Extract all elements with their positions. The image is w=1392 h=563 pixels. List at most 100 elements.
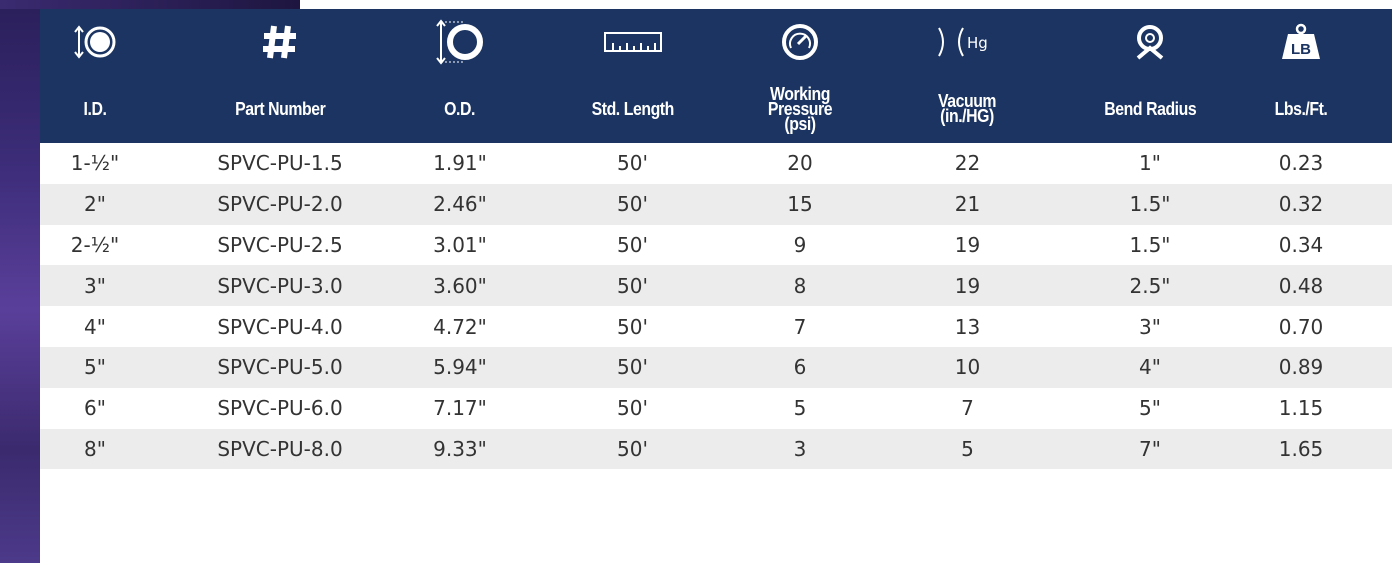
table-cell: SPVC-PU-3.0 — [150, 265, 410, 306]
table-cell: 50' — [510, 143, 755, 184]
column-header: I.D. — [40, 75, 150, 143]
table-cell: SPVC-PU-2.5 — [150, 225, 410, 266]
table-cell: 5" — [40, 347, 150, 388]
table-cell: 1.5" — [1090, 184, 1210, 225]
part-number-icon — [150, 9, 410, 75]
table-cell: 1.91" — [410, 143, 510, 184]
column-header: Bend Radius — [1090, 75, 1210, 143]
table-cell: 50' — [510, 225, 755, 266]
table-cell: 4.72" — [410, 306, 510, 347]
id-icon — [40, 9, 150, 75]
column-header-text: Vacuum (in./HG) — [938, 94, 996, 124]
table-cell: 3.01" — [410, 225, 510, 266]
table-cell: 2.46" — [410, 184, 510, 225]
table-cell: 9.33" — [410, 429, 510, 470]
column-header-text: O.D. — [445, 102, 476, 117]
table-cell: 1.15 — [1210, 388, 1392, 429]
table-cell: 3" — [40, 265, 150, 306]
table-cell: SPVC-PU-4.0 — [150, 306, 410, 347]
table-cell: SPVC-PU-1.5 — [150, 143, 410, 184]
column-header: Vacuum (in./HG) — [845, 75, 1090, 143]
column-header-text: I.D. — [84, 102, 107, 117]
table-cell: 4" — [40, 306, 150, 347]
table-cell: SPVC-PU-6.0 — [150, 388, 410, 429]
background-image — [0, 0, 40, 563]
table-cell: SPVC-PU-2.0 — [150, 184, 410, 225]
table-cell: 10 — [845, 347, 1090, 388]
table-cell: 6 — [755, 347, 845, 388]
table-cell: 7 — [845, 388, 1090, 429]
header-row: I.D. Part Number O.D. Std. Length Working Pr… — [40, 75, 1392, 143]
column-header-text: Working Pressure (psi) — [760, 87, 839, 132]
icon-row: Hg LB — [40, 9, 1392, 75]
table-cell: 7 — [755, 306, 845, 347]
pressure-icon — [755, 9, 845, 75]
table-cell: 2" — [40, 184, 150, 225]
table-cell: 50' — [510, 265, 755, 306]
table-cell: 0.23 — [1210, 143, 1392, 184]
table-cell: 15 — [755, 184, 845, 225]
weight-icon-text: LB — [1291, 41, 1311, 58]
table-cell: 0.48 — [1210, 265, 1392, 306]
column-header: Part Number — [150, 75, 410, 143]
table-cell: 9 — [755, 225, 845, 266]
column-header-text: Part Number — [235, 102, 325, 117]
table-cell: 21 — [845, 184, 1090, 225]
background-image — [0, 0, 300, 9]
column-header: O.D. — [410, 75, 510, 143]
table-cell: 2.5" — [1090, 265, 1210, 306]
table-cell: SPVC-PU-5.0 — [150, 347, 410, 388]
table-cell: 7.17" — [410, 388, 510, 429]
column-header: Std. Length — [510, 75, 755, 143]
table-cell: 50' — [510, 184, 755, 225]
table-cell: 5" — [1090, 388, 1210, 429]
column-header: Lbs./Ft. — [1210, 75, 1392, 143]
table-cell: 3 — [755, 429, 845, 470]
table-cell: 6" — [40, 388, 150, 429]
table-cell: 13 — [845, 306, 1090, 347]
vacuum-icon-text: Hg — [967, 34, 988, 52]
table-cell: 8" — [40, 429, 150, 470]
table-cell: 0.89 — [1210, 347, 1392, 388]
bend-icon — [1090, 9, 1210, 75]
length-icon — [510, 9, 755, 75]
column-header: Working Pressure (psi) — [755, 75, 845, 143]
column-header-text: Lbs./Ft. — [1275, 102, 1328, 117]
table-cell: 2-½" — [40, 225, 150, 266]
table-cell: 3.60" — [410, 265, 510, 306]
table-cell: 5 — [755, 388, 845, 429]
table-cell: 19 — [845, 225, 1090, 266]
table-cell: 1" — [1090, 143, 1210, 184]
column-header-text: Bend Radius — [1104, 102, 1196, 117]
table-cell: 50' — [510, 388, 755, 429]
column-header-text: Std. Length — [591, 102, 673, 117]
spec-table: Hg LB I.D. Part Number O.D. Std. Length Work… — [40, 9, 1392, 469]
table-cell: 0.34 — [1210, 225, 1392, 266]
od-icon — [410, 9, 510, 75]
table-cell: 1.65 — [1210, 429, 1392, 470]
table-cell: SPVC-PU-8.0 — [150, 429, 410, 470]
table-cell: 1-½" — [40, 143, 150, 184]
table-cell: 4" — [1090, 347, 1210, 388]
table-cell: 19 — [845, 265, 1090, 306]
vacuum-icon: Hg — [845, 9, 1090, 75]
table-cell: 50' — [510, 429, 755, 470]
table-cell: 0.32 — [1210, 184, 1392, 225]
table-cell: 50' — [510, 306, 755, 347]
table-cell: 50' — [510, 347, 755, 388]
table-cell: 22 — [845, 143, 1090, 184]
table-cell: 5.94" — [410, 347, 510, 388]
table-cell: 1.5" — [1090, 225, 1210, 266]
page: {"table": { "icon_texts": {"vacuum": "Hg… — [0, 0, 1392, 563]
weight-icon: LB — [1210, 9, 1392, 75]
table-cell: 5 — [845, 429, 1090, 470]
